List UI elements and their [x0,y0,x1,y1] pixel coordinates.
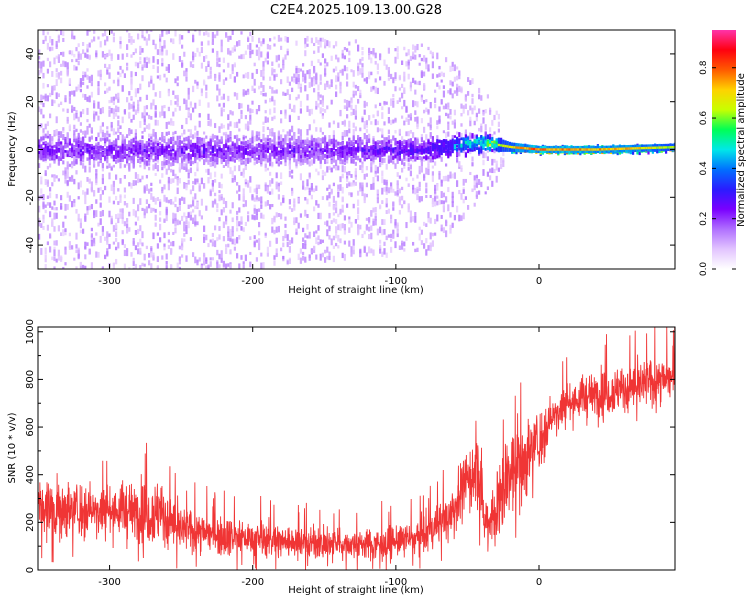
colorbar-gradient [712,30,736,269]
spectrogram-x-label: Height of straight line (km) [288,285,424,296]
snr-plot-area [38,327,675,570]
colorbar-tick-label: 0.8 [699,60,709,75]
spectrogram-y-tick-label: 20 [25,95,36,108]
snr-series-line [38,327,675,570]
snr-y-label: SNR (10 * v/v) [7,412,18,483]
colorbar-tick-label: 0.2 [699,212,709,226]
snr-x-label: Height of straight line (km) [288,585,424,596]
spectrogram-x-tick-label: 0 [536,276,542,287]
figure-title: C2E4.2025.109.13.00.G28 [270,3,442,18]
colorbar-tick-label: 0.4 [699,161,709,176]
spectrogram-y-tick-label: 0 [25,146,36,152]
snr-y-tick-label: 400 [25,465,36,484]
spectrogram-y-tick-label: -20 [25,189,36,205]
spectrogram-y-label: Frequency (Hz) [7,111,18,187]
snr-y-tick-label: 0 [25,567,36,573]
snr-y-tick-label: 600 [25,418,36,437]
snr-x-tick-label: -200 [241,577,264,588]
snr-panel: -300 -200 -100 0 0 200 400 600 800 1000 Height of… [7,319,676,596]
colorbar: 0.0 0.2 0.4 0.6 0.8 Normalized spectral ampl… [699,30,747,276]
spectrogram-plot-area [38,30,675,269]
spectrogram-x-tick-label: -200 [241,276,264,287]
snr-y-tick-label: 800 [25,370,36,389]
snr-x-tick-label: -100 [385,577,408,588]
colorbar-axis: 0.0 0.2 0.4 0.6 0.8 [699,60,736,276]
snr-axes: -300 -200 -100 0 0 200 400 600 800 1000 [25,319,675,588]
colorbar-tick-label: 0.6 [699,111,709,126]
spectrogram-x-tick-label: -300 [98,276,121,287]
spectrogram-y-tick-label: -40 [25,237,36,253]
snr-frame [37,326,676,571]
spectrogram-x-tick-label: -100 [385,276,408,287]
colorbar-tick-label: 0.0 [699,262,709,277]
spectrogram-y-tick-label: 40 [25,48,36,61]
colorbar-label: Normalized spectral amplitude [736,73,747,227]
snr-x-tick-label: -300 [98,577,121,588]
snr-y-tick-label: 1000 [25,319,36,344]
snr-x-tick-label: 0 [536,577,542,588]
snr-y-tick-label: 200 [25,513,36,532]
